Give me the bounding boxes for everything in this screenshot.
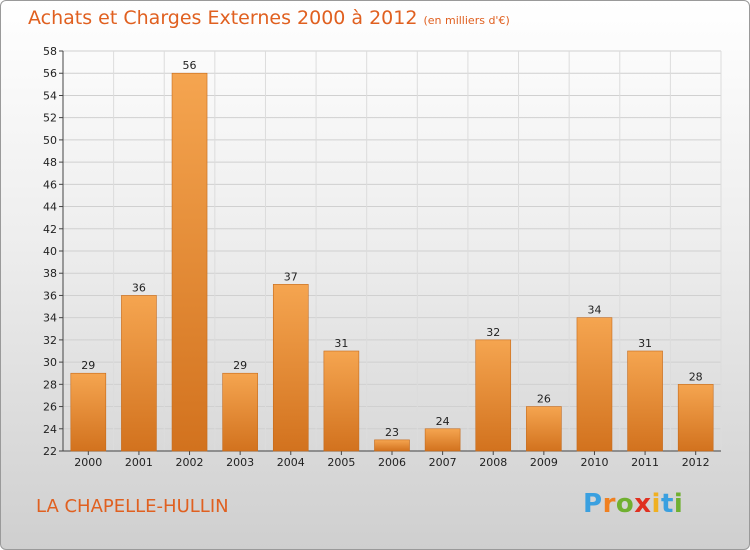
x-tick-label-2000: 2000 (74, 456, 102, 469)
bar-2005 (323, 350, 360, 452)
data-label-2002: 56 (183, 59, 197, 72)
logo-letter: i (651, 489, 661, 519)
x-tick-label-2003: 2003 (226, 456, 254, 469)
x-tick-label-2002: 2002 (176, 456, 204, 469)
logo-letter: r (602, 489, 616, 519)
data-label-2008: 32 (486, 326, 500, 339)
x-tick-label-2001: 2001 (125, 456, 153, 469)
y-tick-label: 22 (43, 445, 57, 458)
logo-letter: P (583, 489, 603, 519)
chart-subtitle: (en milliers d'€) (423, 14, 510, 27)
y-tick-label: 34 (43, 312, 57, 325)
data-label-2007: 24 (436, 415, 450, 428)
y-tick-label: 24 (43, 423, 57, 436)
x-tick-label-2007: 2007 (429, 456, 457, 469)
y-tick-label: 58 (43, 45, 57, 58)
y-tick-label: 46 (43, 178, 57, 191)
x-tick-label-2009: 2009 (530, 456, 558, 469)
bar-2003 (222, 372, 258, 452)
bar-2000 (70, 372, 107, 452)
bar-2010 (576, 317, 613, 452)
data-label-2011: 31 (638, 337, 652, 350)
y-tick-label: 54 (43, 89, 57, 102)
bar-2012 (677, 384, 714, 452)
bar-2001 (121, 295, 157, 452)
x-tick-label-2006: 2006 (378, 456, 406, 469)
bar-2002 (171, 72, 208, 452)
axes (59, 50, 721, 455)
x-tick-label-2004: 2004 (277, 456, 305, 469)
bars (70, 72, 714, 452)
x-tick-label-2005: 2005 (327, 456, 355, 469)
y-tick-label: 40 (43, 245, 57, 258)
data-label-2006: 23 (385, 426, 399, 439)
data-label-2001: 36 (132, 281, 146, 294)
y-tick-label: 42 (43, 223, 57, 236)
logo-letter: x (634, 489, 652, 519)
chart-title: Achats et Charges Externes 2000 à 2012 (e… (28, 7, 510, 29)
y-tick-label: 28 (43, 378, 57, 391)
y-tick-label: 30 (43, 356, 57, 369)
y-tick-label: 32 (43, 334, 57, 347)
y-tick-label: 50 (43, 134, 57, 147)
location-name: LA CHAPELLE-HULLIN (36, 496, 229, 517)
data-label-2012: 28 (689, 370, 703, 383)
y-tick-label: 26 (43, 401, 57, 414)
data-label-2003: 29 (233, 359, 247, 372)
y-tick-label: 36 (43, 289, 57, 302)
logo-letter: t (660, 489, 674, 519)
bar-2006 (374, 439, 410, 452)
x-tick-label-2012: 2012 (682, 456, 710, 469)
proxiti-logo: Proxiti (583, 489, 683, 519)
y-tick-label: 44 (43, 201, 57, 214)
y-tick-label: 52 (43, 112, 57, 125)
x-tick-label-2011: 2011 (631, 456, 659, 469)
tick-labels: 22 24 26 28 30 32 34 36 38 40 42 44 46 48 50 52 54 56 58 29… (43, 45, 710, 469)
data-label-2009: 26 (537, 393, 551, 406)
grid-lines (62, 50, 722, 452)
chart-title-text: Achats et Charges Externes 2000 à 2012 (28, 7, 418, 29)
bar-2008 (475, 339, 512, 452)
bar-2009 (526, 406, 562, 452)
data-label-2005: 31 (334, 337, 348, 350)
data-label-2010: 34 (587, 304, 601, 317)
bar-2004 (272, 284, 309, 452)
y-tick-label: 56 (43, 67, 57, 80)
data-label-2004: 37 (284, 270, 298, 283)
y-tick-label: 38 (43, 267, 57, 280)
logo-letter: i (673, 489, 684, 519)
x-tick-label-2010: 2010 (580, 456, 608, 469)
bar-2007 (424, 428, 461, 452)
logo-letter: o (615, 489, 635, 519)
x-tick-label-2008: 2008 (479, 456, 507, 469)
data-label-2000: 29 (81, 359, 95, 372)
y-tick-label: 48 (43, 156, 57, 169)
bar-2011 (627, 350, 663, 452)
